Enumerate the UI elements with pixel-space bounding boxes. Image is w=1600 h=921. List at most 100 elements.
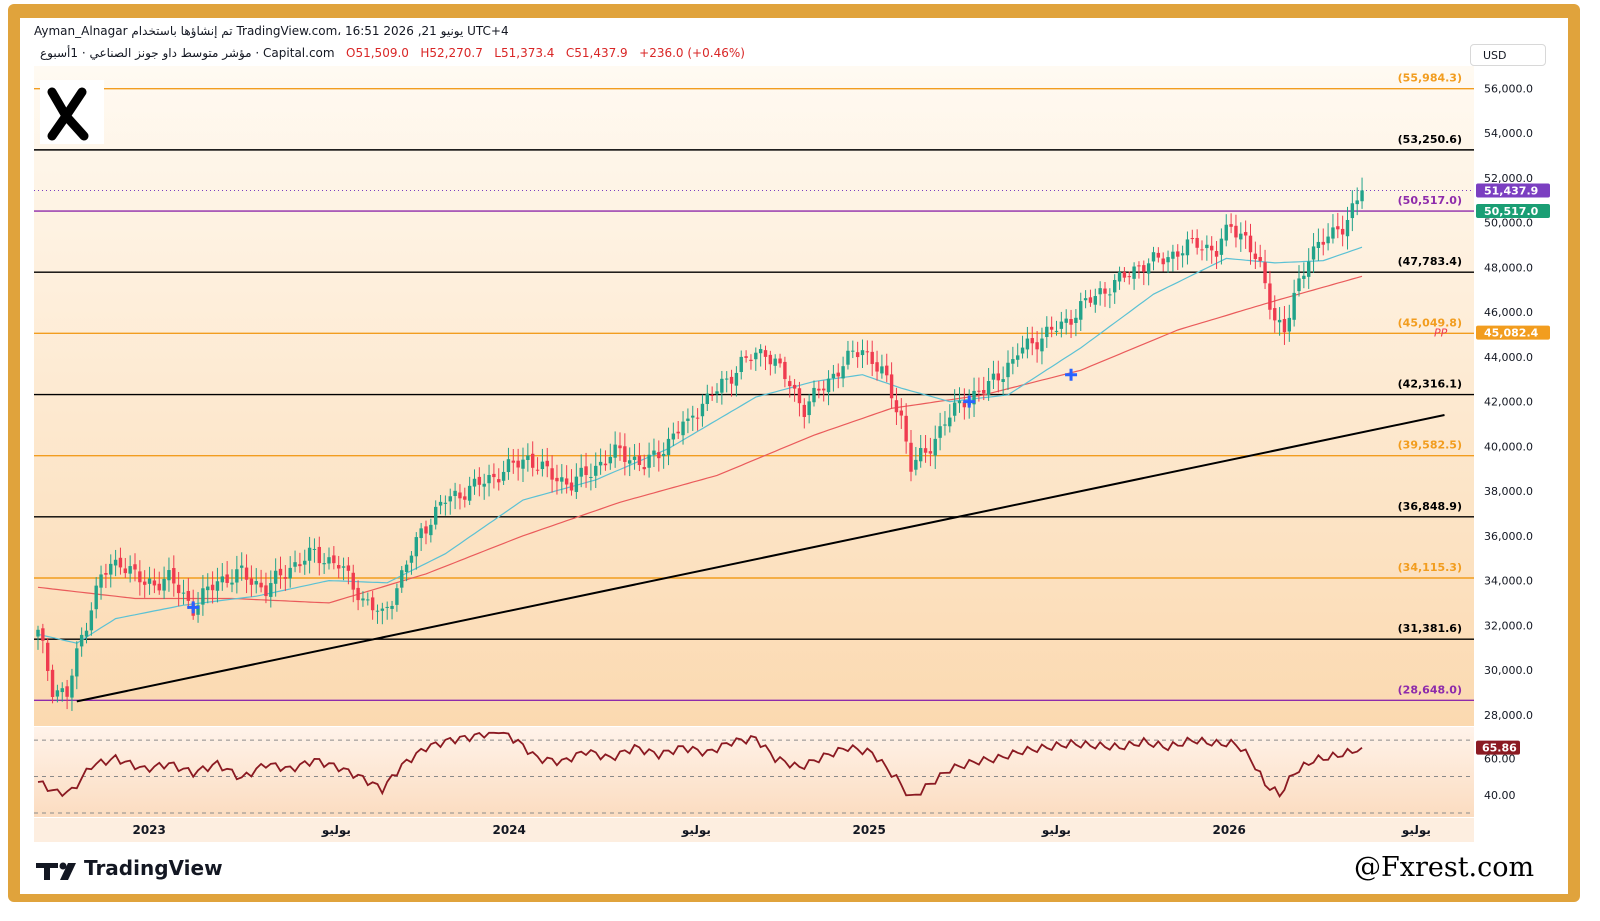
candle bbox=[380, 602, 385, 625]
time-axis: 2023 يوليو 2024 يوليو 2025 يوليو 2026 يوليو bbox=[132, 823, 1430, 838]
candle bbox=[113, 549, 118, 577]
candle bbox=[346, 557, 351, 585]
candle bbox=[55, 684, 60, 703]
candle bbox=[259, 569, 263, 593]
candle bbox=[763, 345, 768, 370]
candle bbox=[977, 377, 981, 402]
y-tick-label: 46,000.0 bbox=[1484, 306, 1533, 319]
fib-level-label: (34,115.3) bbox=[1398, 561, 1462, 574]
candle bbox=[986, 367, 991, 401]
candle bbox=[642, 454, 646, 476]
candle bbox=[206, 573, 210, 604]
candle bbox=[210, 571, 215, 604]
candle bbox=[128, 555, 132, 583]
x-tick-label: يوليو bbox=[1041, 823, 1071, 838]
candle bbox=[269, 570, 273, 608]
candle bbox=[70, 668, 74, 711]
candle bbox=[1127, 271, 1131, 285]
fib-level-label: (39,582.5) bbox=[1398, 439, 1462, 452]
candle bbox=[1253, 241, 1258, 270]
candle bbox=[671, 422, 676, 447]
price-tag: 50,517.0 bbox=[1476, 204, 1550, 219]
candle bbox=[1001, 366, 1005, 396]
candle bbox=[875, 350, 879, 381]
candle bbox=[535, 457, 540, 475]
candle bbox=[414, 532, 418, 570]
candle bbox=[802, 398, 806, 429]
currency-button[interactable]: USD bbox=[1470, 44, 1546, 66]
candle bbox=[1307, 248, 1311, 289]
ohlc-close: C51,437.9 bbox=[565, 46, 628, 60]
candle bbox=[579, 454, 583, 488]
candle bbox=[511, 449, 515, 474]
fib-level-label: (42,316.1) bbox=[1398, 378, 1462, 391]
candle bbox=[1011, 346, 1015, 375]
candle bbox=[215, 567, 220, 603]
candle bbox=[1054, 320, 1059, 336]
moving-averages: PP bbox=[37, 246, 1448, 644]
y-tick-label: 48,000.0 bbox=[1484, 261, 1533, 274]
candle bbox=[220, 563, 224, 591]
candle bbox=[1234, 214, 1238, 248]
candle bbox=[928, 437, 933, 467]
candle bbox=[225, 561, 229, 588]
candle bbox=[1122, 267, 1127, 283]
candle bbox=[938, 412, 942, 451]
candle bbox=[657, 440, 661, 472]
y-tick-label: 36,000.0 bbox=[1484, 530, 1533, 543]
candle bbox=[807, 394, 811, 424]
candle bbox=[783, 356, 787, 388]
x-tick-label: 2025 bbox=[852, 823, 885, 837]
fast-ma-line bbox=[37, 246, 1363, 644]
x-tick-label: 2024 bbox=[492, 823, 525, 837]
candle bbox=[506, 447, 511, 480]
candle bbox=[778, 353, 782, 368]
candle bbox=[758, 344, 763, 367]
candle bbox=[647, 442, 651, 478]
y-tick-label: 34,000.0 bbox=[1484, 575, 1533, 588]
candle bbox=[826, 370, 831, 406]
candle bbox=[264, 572, 268, 604]
x-logo-icon bbox=[47, 87, 89, 141]
candle bbox=[1074, 309, 1078, 337]
candle bbox=[943, 411, 947, 436]
candle bbox=[1030, 326, 1034, 356]
candle bbox=[99, 565, 103, 600]
candle bbox=[1185, 231, 1190, 265]
cross-marker-icon bbox=[1065, 368, 1078, 381]
candle bbox=[681, 411, 685, 445]
candle bbox=[438, 494, 443, 515]
candle bbox=[235, 555, 239, 594]
cross-marker-icon bbox=[963, 395, 976, 408]
candle bbox=[1156, 247, 1161, 263]
y-tick-label: 30,000.0 bbox=[1484, 664, 1533, 677]
candle bbox=[1025, 326, 1030, 359]
x-tick-label: 2026 bbox=[1212, 823, 1245, 837]
svg-text:65.86: 65.86 bbox=[1482, 742, 1517, 755]
candle bbox=[1151, 246, 1156, 271]
candle bbox=[143, 570, 147, 598]
candle bbox=[661, 442, 666, 469]
candle bbox=[351, 564, 355, 603]
candle bbox=[1059, 311, 1064, 338]
candle bbox=[1214, 241, 1219, 270]
candle bbox=[1350, 190, 1355, 232]
candle bbox=[594, 452, 598, 489]
candle bbox=[720, 370, 724, 405]
candle bbox=[676, 421, 680, 439]
candle bbox=[1297, 265, 1301, 297]
candle bbox=[1069, 309, 1073, 338]
y-tick-label: 40,000.0 bbox=[1484, 440, 1533, 453]
candle bbox=[395, 583, 399, 612]
candle bbox=[60, 682, 64, 702]
candle bbox=[94, 577, 98, 619]
candle bbox=[1243, 220, 1248, 249]
fib-level-label: (55,984.3) bbox=[1398, 72, 1462, 85]
candle bbox=[1210, 236, 1214, 264]
candle bbox=[1195, 229, 1199, 255]
candle bbox=[463, 487, 467, 508]
fib-level-label: (47,783.4) bbox=[1398, 255, 1462, 268]
candle bbox=[550, 455, 554, 493]
candle bbox=[914, 446, 918, 476]
y-tick-label: 50,000.0 bbox=[1484, 217, 1533, 230]
